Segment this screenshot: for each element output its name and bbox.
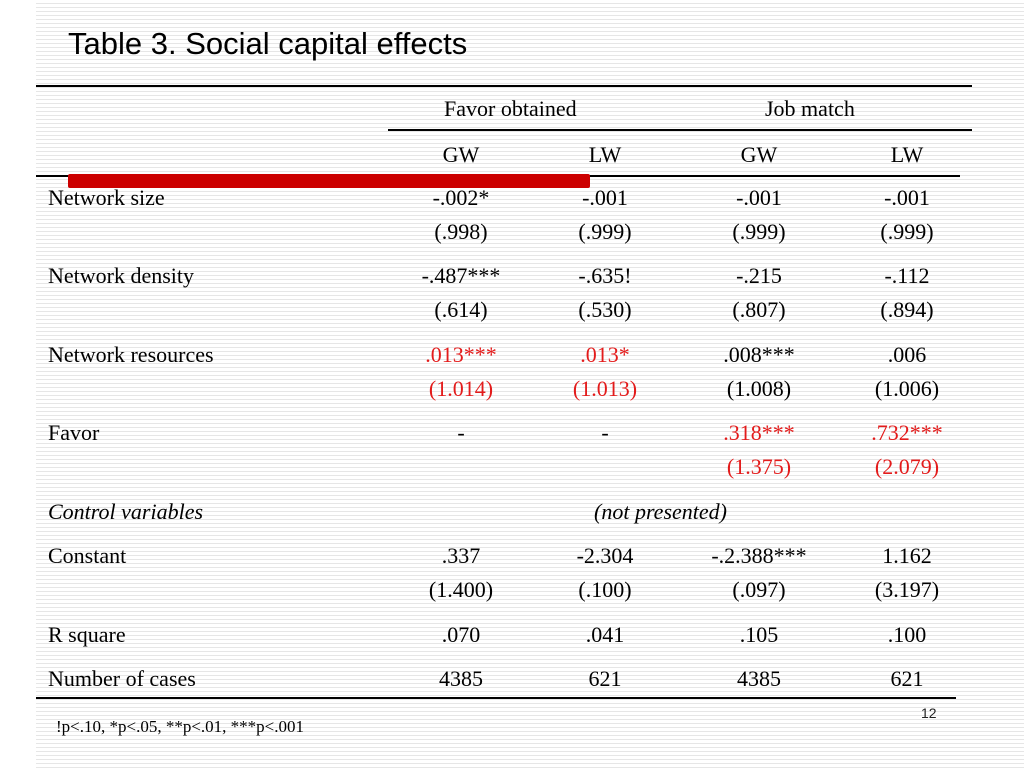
table-cell: -.112	[884, 263, 930, 288]
table-cell: -.487***	[421, 263, 501, 288]
table-cell-paren: (.999)	[732, 219, 786, 244]
header-favor-obtained: Favor obtained	[444, 96, 577, 121]
table-cell-paren: (.100)	[578, 577, 632, 602]
table-bottom-rule	[36, 697, 956, 699]
table-cell: -	[457, 420, 465, 445]
table-cell-paren-highlighted: (1.014)	[428, 376, 494, 401]
left-margin-band	[0, 0, 36, 768]
table-cell-paren: (.807)	[732, 297, 786, 322]
table-cell-highlighted: .732***	[871, 420, 943, 445]
table-cell-paren-highlighted: (2.079)	[874, 454, 940, 479]
table-cell-paren: (3.197)	[874, 577, 940, 602]
row-label-network-size: Network size	[48, 185, 165, 210]
row-label-constant: Constant	[48, 543, 127, 568]
row-label-network-resources: Network resources	[48, 342, 214, 367]
red-accent-bar	[68, 174, 590, 188]
table-cell: .337	[441, 543, 481, 568]
row-label-favor: Favor	[48, 420, 100, 445]
table-top-rule	[36, 85, 972, 87]
table-cell: 4385	[439, 666, 483, 691]
subheader-lw-job: LW	[890, 142, 924, 167]
table-cell-paren-highlighted: (1.375)	[726, 454, 792, 479]
table-cell: .100	[887, 622, 927, 647]
table-cell-highlighted: .013***	[425, 342, 497, 367]
table-cell: 621	[890, 666, 924, 691]
table-cell: -.635!	[578, 263, 632, 288]
table-cell: -.2.388***	[711, 543, 807, 568]
table-cell: -.002*	[432, 185, 490, 210]
subheader-gw-favor: GW	[442, 142, 480, 167]
not-presented-note: (not presented)	[594, 499, 727, 524]
table-cell: -	[601, 420, 609, 445]
table-cell-paren: (1.400)	[428, 577, 494, 602]
table-cell: .105	[739, 622, 779, 647]
table-cell-paren: (1.008)	[726, 376, 792, 401]
table-cell-paren: (.530)	[578, 297, 632, 322]
table-cell-paren: (.999)	[578, 219, 632, 244]
slide-title: Table 3. Social capital effects	[68, 26, 468, 61]
row-label-control-variables: Control variables	[48, 499, 204, 524]
table-cell: 1.162	[882, 543, 932, 568]
table-cell-paren: (.999)	[880, 219, 934, 244]
table-cell-paren-highlighted: (1.013)	[572, 376, 638, 401]
row-label-network-density: Network density	[48, 263, 195, 288]
table-cell-paren: (.998)	[434, 219, 488, 244]
table-cell: .008***	[723, 342, 795, 367]
table-cell: .041	[585, 622, 625, 647]
table-cell: -.001	[582, 185, 628, 210]
table-cell-paren: (.614)	[434, 297, 488, 322]
subheader-gw-job: GW	[740, 142, 778, 167]
table-cell: -.001	[884, 185, 930, 210]
significance-footnote: !p<.10, *p<.05, **p<.01, ***p<.001	[56, 717, 305, 736]
subheader-lw-favor: LW	[588, 142, 622, 167]
table-cell-paren: (.894)	[880, 297, 934, 322]
table-cell-highlighted: .013*	[580, 342, 630, 367]
table-cell: -.215	[736, 263, 782, 288]
page-number: 12	[921, 705, 937, 721]
row-label-number-of-cases: Number of cases	[48, 666, 196, 691]
header-group-rule	[388, 129, 972, 131]
table-cell-paren: (1.006)	[874, 376, 940, 401]
header-job-match: Job match	[765, 96, 855, 121]
table-cell: 621	[588, 666, 622, 691]
table-cell: 4385	[737, 666, 781, 691]
table-cell: -2.304	[576, 543, 634, 568]
table-cell: -.001	[736, 185, 782, 210]
table-cell-paren: (.097)	[732, 577, 786, 602]
table-cell: .070	[441, 622, 481, 647]
table-cell: .006	[887, 342, 927, 367]
row-label-r-square: R square	[48, 622, 126, 647]
table-cell-highlighted: .318***	[723, 420, 795, 445]
